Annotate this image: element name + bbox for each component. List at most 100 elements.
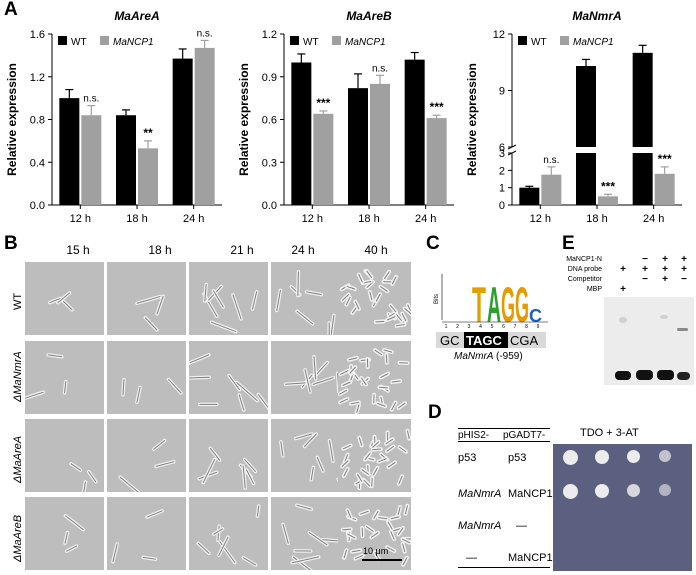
micrograph-r2-c3 bbox=[189, 341, 268, 414]
micrograph-r3-c2 bbox=[107, 419, 186, 492]
col-title-15h: 15 h bbox=[66, 243, 90, 257]
micrograph-r4-c5 bbox=[338, 497, 411, 570]
y-tick-label: 0.0 bbox=[30, 200, 45, 212]
y-tick-label: 12 bbox=[493, 29, 505, 41]
yeast-colony bbox=[595, 450, 609, 464]
bar-mancp1 bbox=[654, 173, 675, 205]
y-tick-label: 6 bbox=[499, 142, 505, 154]
y1h-prey-label: MaNCP1 bbox=[508, 488, 553, 500]
bar-wt bbox=[348, 88, 368, 205]
motif-letter-t: T bbox=[472, 277, 486, 333]
caption-gene: MaNmrA bbox=[454, 351, 494, 362]
motif-position: 6 bbox=[502, 324, 505, 330]
y-axis-label: Relative expression bbox=[5, 63, 19, 176]
micrograph-r3-c4 bbox=[271, 419, 350, 492]
x-tick-label: 18 h bbox=[358, 213, 379, 225]
motif-letter-g1: G bbox=[501, 277, 515, 333]
y1h-bait-label: — bbox=[466, 552, 477, 564]
emsa-mark: + bbox=[642, 264, 648, 275]
panel-label-b: B bbox=[4, 233, 18, 254]
emsa-mark: + bbox=[662, 264, 668, 275]
emsa-mark: − bbox=[681, 274, 687, 285]
emsa-row-label: DNA probe bbox=[568, 266, 602, 273]
legend-swatch-mancp1 bbox=[332, 36, 341, 45]
legend-swatch-wt bbox=[518, 36, 527, 45]
y-tick-label: 1.2 bbox=[30, 72, 45, 84]
motif-letter-c: C bbox=[529, 306, 542, 326]
y-axis-label: Relative expression bbox=[465, 63, 479, 176]
y-tick-label: 0.4 bbox=[30, 157, 45, 169]
x-tick-label: 18 h bbox=[586, 213, 607, 225]
significance-label: *** bbox=[430, 100, 444, 114]
yeast-colony bbox=[659, 450, 671, 462]
legend-label-mancp1: MaNCP1 bbox=[113, 37, 154, 48]
panel-label-d: D bbox=[428, 402, 442, 423]
x-tick-label: 12 h bbox=[302, 213, 323, 225]
bits-label: Bits bbox=[434, 294, 440, 304]
micrograph-r4-c2 bbox=[107, 497, 186, 570]
y-tick-label: 9 bbox=[499, 86, 505, 98]
chart-title: MaNmrA bbox=[572, 9, 621, 23]
y1h-prey-label: MaNCP1 bbox=[508, 552, 553, 564]
chart-title: MaAreA bbox=[114, 9, 159, 23]
emsa-mark: − bbox=[642, 254, 648, 265]
bar-wt bbox=[116, 115, 136, 205]
y-tick-label: 1 bbox=[499, 183, 505, 195]
micrograph-r3-c1 bbox=[25, 419, 104, 492]
x-tick-label: 24 h bbox=[415, 213, 436, 225]
y-axis-label: Relative expression bbox=[237, 63, 251, 176]
legend-label-wt: WT bbox=[531, 37, 547, 48]
bar-wt bbox=[519, 187, 540, 205]
yeast-colony bbox=[563, 484, 578, 499]
chart-mareb: MaAreB Relative expression 0.0 0.3 0.6 0.9 1.2… bbox=[237, 9, 454, 225]
free-probe-band-3 bbox=[657, 370, 674, 380]
col-title-21h: 21 h bbox=[230, 243, 254, 257]
y-tick-label: 1.2 bbox=[262, 29, 277, 41]
y-tick-label: 0.3 bbox=[262, 157, 277, 169]
y-tick-label: 3 bbox=[499, 148, 505, 160]
y-tick-label: 0 bbox=[499, 200, 505, 212]
emsa-row-label: Competitor bbox=[568, 276, 603, 283]
x-tick-label: 12 h bbox=[70, 213, 91, 225]
bar-mancp1 bbox=[598, 196, 618, 205]
yeast-colony bbox=[627, 450, 640, 463]
bar-wt bbox=[59, 98, 80, 205]
micrograph-r3-c5 bbox=[338, 419, 411, 492]
emsa-row-label: MaNCP1-N bbox=[566, 256, 602, 263]
micrograph-r4-c1 bbox=[25, 497, 104, 570]
emsa-mark: + bbox=[681, 254, 687, 265]
x-tick-label: 24 h bbox=[643, 213, 664, 225]
row-label-mareb: ΔMaAreB bbox=[12, 514, 24, 562]
free-probe-band-1 bbox=[615, 371, 631, 380]
micrograph-r2-c1 bbox=[25, 341, 104, 414]
legend-swatch-mancp1 bbox=[100, 36, 109, 45]
emsa-mark: + bbox=[620, 264, 626, 275]
micrograph-r1-c5 bbox=[338, 262, 411, 335]
y-tick-label: 0.8 bbox=[30, 115, 45, 127]
y-tick-label: 2 bbox=[499, 165, 505, 177]
legend-label-wt: WT bbox=[303, 37, 319, 48]
y-tick-label: 0.6 bbox=[262, 115, 277, 127]
panel-e-emsa: MaNCP1-N − + +DNA probe + + + +Competitor − + −MBP… bbox=[566, 254, 694, 385]
x-tick-label: 18 h bbox=[126, 213, 147, 225]
emsa-mark: + bbox=[620, 284, 626, 295]
legend-label-wt: WT bbox=[71, 37, 87, 48]
caption-pos: (-959) bbox=[496, 351, 523, 362]
panel-c-motif: Bits T A G G C 1 2 3 4 5 6 7 8 9 GC TAGC CGA MaN… bbox=[434, 274, 548, 362]
x-tick-label: 24 h bbox=[183, 213, 204, 225]
micrograph-r2-c2 bbox=[107, 341, 186, 414]
motif-position: 7 bbox=[514, 324, 517, 330]
legend-swatch-wt bbox=[290, 36, 299, 45]
significance-label: *** bbox=[658, 152, 672, 166]
bar-mancp1 bbox=[81, 115, 102, 205]
bar-wt bbox=[576, 66, 596, 147]
free-probe-band-4 bbox=[677, 372, 690, 380]
yeast-colony bbox=[659, 484, 671, 496]
significance-label: n.s. bbox=[197, 28, 213, 39]
significance-label: ** bbox=[143, 126, 153, 140]
bar-mancp1 bbox=[194, 47, 215, 205]
row-label-maarea: ΔMaAreA bbox=[12, 435, 24, 483]
bar-mancp1 bbox=[370, 83, 390, 205]
legend-swatch-wt bbox=[58, 36, 67, 45]
col-title-40h: 40 h bbox=[364, 243, 388, 257]
